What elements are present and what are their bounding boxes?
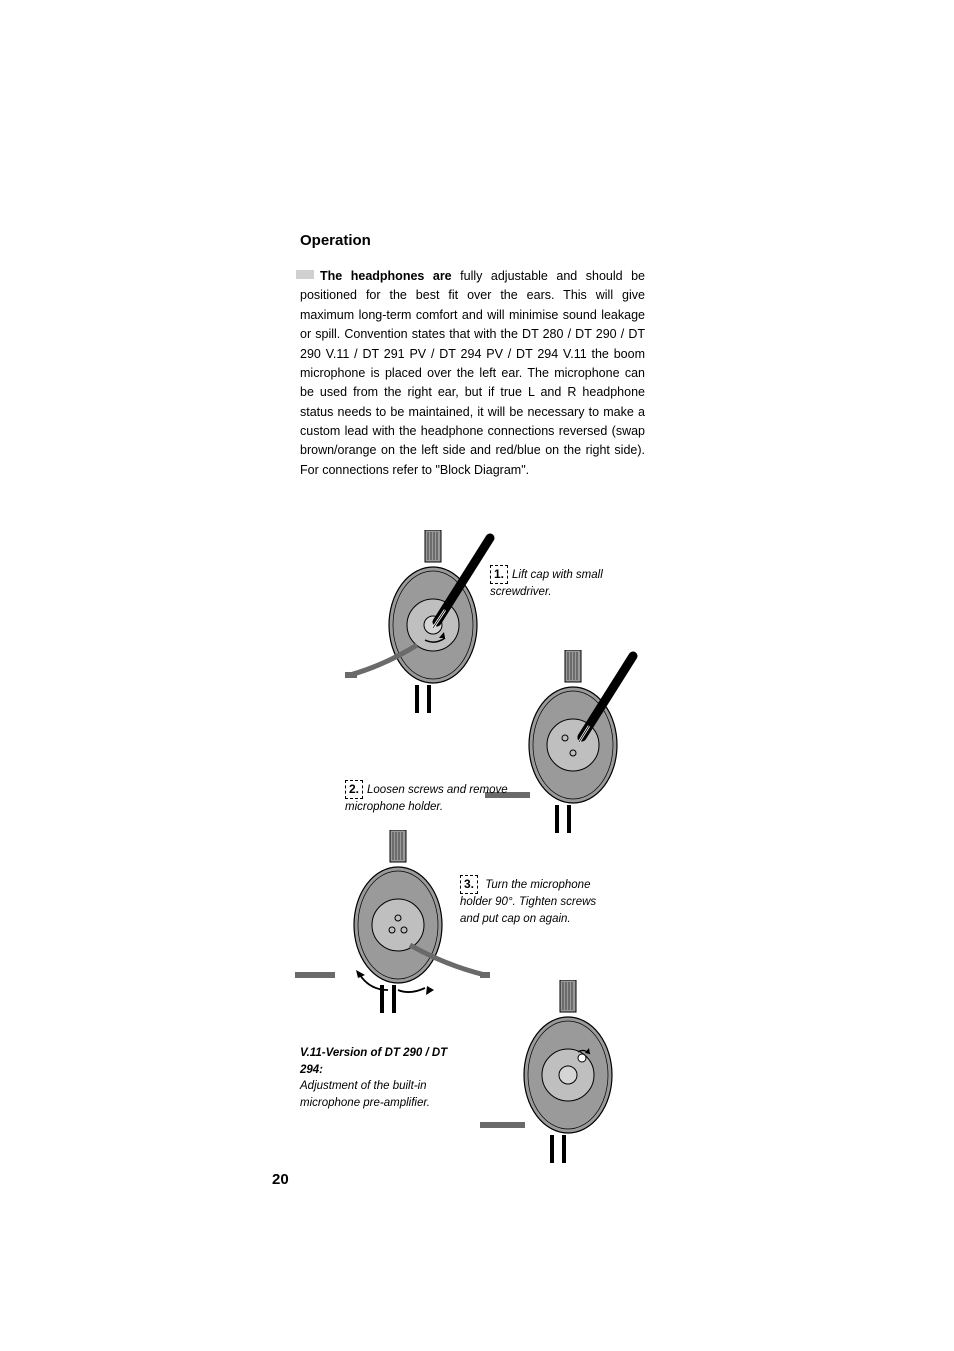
section-title: Operation bbox=[300, 232, 645, 249]
v11-text: Adjustment of the built-in microphone pr… bbox=[300, 1080, 430, 1109]
diagram-area: 1.Lift cap with small screwdriver. 2.Loo… bbox=[300, 520, 645, 1140]
step1-number: 1. bbox=[490, 565, 508, 584]
v11-caption: V.11-Version of DT 290 / DT 294: Adjustm… bbox=[300, 1045, 465, 1112]
step3-caption: 3. Turn the microphone holder 90°. Tight… bbox=[460, 875, 615, 928]
page-number: 20 bbox=[272, 1171, 289, 1188]
step2-number: 2. bbox=[345, 780, 363, 799]
paragraph-wrap: The headphones are fully adjustable and … bbox=[300, 267, 645, 480]
earcup-step1 bbox=[345, 530, 505, 720]
operation-paragraph: The headphones are fully adjustable and … bbox=[300, 267, 645, 480]
step2-text: Loosen screws and remove microphone hold… bbox=[345, 784, 508, 813]
earcup-step3 bbox=[290, 830, 490, 1030]
paragraph-lead: The headphones are bbox=[320, 269, 452, 283]
v11-title: V.11-Version of DT 290 / DT 294: bbox=[300, 1047, 447, 1076]
step3-number: 3. bbox=[460, 875, 478, 894]
step1-caption: 1.Lift cap with small screwdriver. bbox=[490, 565, 630, 601]
step3-text: Turn the microphone holder 90°. Tighten … bbox=[460, 879, 596, 925]
step2-caption: 2.Loosen screws and remove microphone ho… bbox=[345, 780, 515, 816]
section-accent-bar bbox=[296, 270, 314, 279]
page-content: Operation The headphones are fully adjus… bbox=[300, 232, 645, 480]
paragraph-rest: fully adjustable and should be positione… bbox=[300, 269, 645, 477]
earcup-v11 bbox=[480, 980, 640, 1170]
